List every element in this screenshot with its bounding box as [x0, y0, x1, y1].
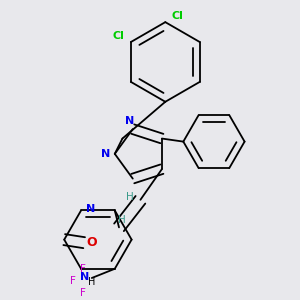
Text: Cl: Cl	[112, 31, 124, 41]
Text: O: O	[86, 236, 97, 249]
Text: H: H	[118, 215, 126, 225]
Text: F: F	[80, 264, 86, 274]
Text: Cl: Cl	[172, 11, 184, 21]
Text: N: N	[125, 116, 134, 126]
Text: N: N	[86, 204, 95, 214]
Text: H: H	[126, 192, 134, 202]
Text: N: N	[80, 272, 89, 282]
Text: N: N	[101, 149, 110, 159]
Text: H: H	[88, 277, 95, 287]
Text: F: F	[80, 288, 86, 298]
Text: F: F	[70, 276, 76, 286]
